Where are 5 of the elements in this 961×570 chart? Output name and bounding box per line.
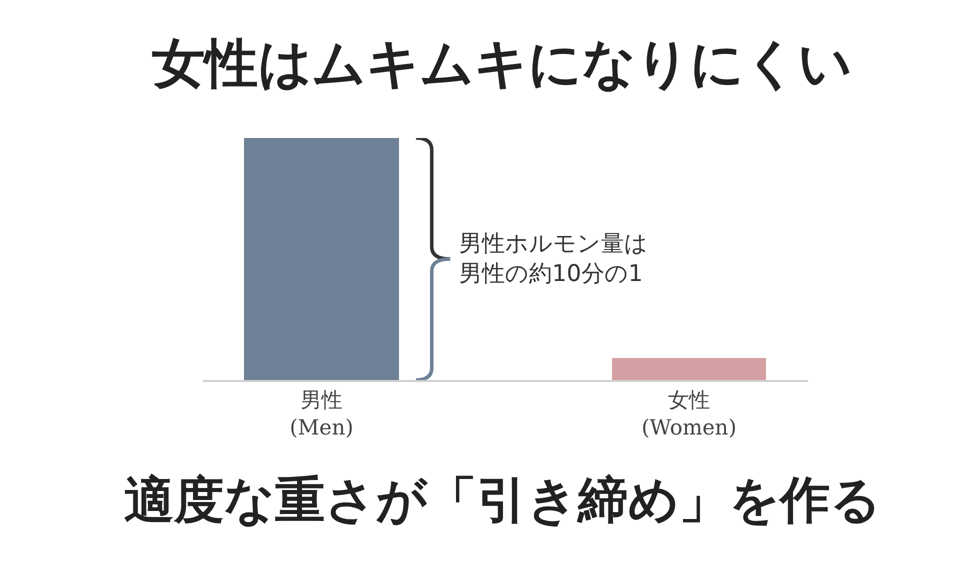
x-tick-label: 女性 (Women) <box>641 388 737 440</box>
annotation: 男性ホルモン量は男性の約10分の1 <box>459 231 648 287</box>
text: 適度な重さが「引き締め」を作る <box>124 471 881 529</box>
x-tick-label: 男性 (Men) <box>290 388 354 440</box>
chart-title: 女性はムキムキになりにくい <box>152 34 852 95</box>
